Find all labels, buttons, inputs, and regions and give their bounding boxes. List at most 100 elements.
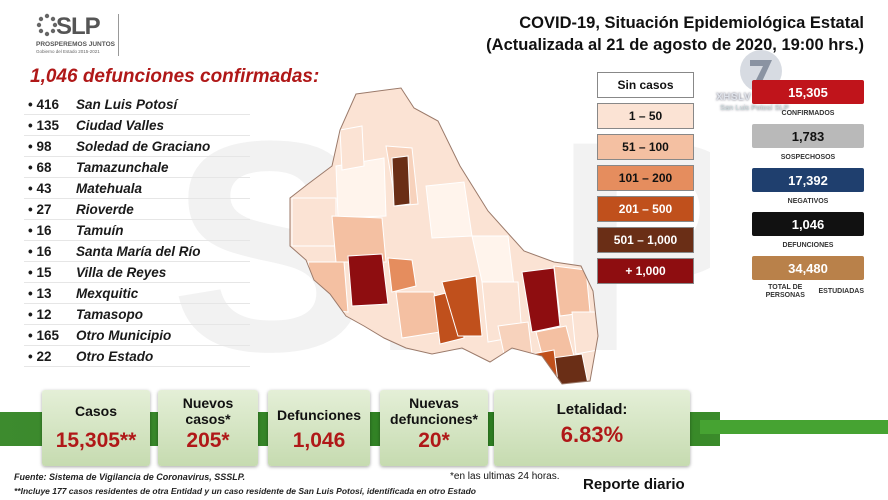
map-region-charcas	[331, 215, 387, 263]
state-map	[289, 87, 599, 385]
map-region-mexquitic	[347, 253, 389, 307]
title-line-1: COVID-19, Situación Epidemiológica Estat…	[519, 14, 864, 32]
studied-label-line-2: ESTUDIADAS	[818, 288, 864, 295]
deaths-card-value: 1,046	[292, 429, 346, 452]
death-count: • 416	[28, 96, 60, 112]
page-title: COVID-19, Situación Epidemiológica Estat…	[486, 12, 864, 56]
band-tail	[700, 420, 888, 434]
municipality-name: Otro Estado	[76, 348, 154, 364]
confirmed-label: CONFIRMADOS	[781, 110, 835, 117]
lethality-label: Letalidad:	[556, 401, 628, 418]
legend-item: 501 – 1,000	[597, 227, 694, 253]
deaths-label: DEFUNCIONES	[782, 242, 834, 249]
death-count: • 12	[28, 306, 52, 322]
map-region-north-brown	[391, 155, 411, 207]
stats-panel: 15,305 CONFIRMADOS 1,783 SOSPECHOSOS 17,…	[752, 80, 864, 304]
source-note: Fuente: Sistema de Vigilancia de Coronav…	[14, 472, 246, 482]
new-deaths-label-1: Nuevas	[409, 395, 459, 411]
channel-name: XHSLV - TDT	[716, 92, 783, 103]
death-count: • 16	[28, 222, 52, 238]
municipality-name: Mexquitic	[76, 285, 139, 301]
logo-subtitle: Gobierno del Estado 2015-2021	[36, 49, 100, 54]
logo-tagline: PROSPEREMOS JUNTOS	[36, 41, 115, 48]
map-region-villa-reyes	[395, 291, 441, 339]
legend-item: 1 – 50	[597, 103, 694, 129]
lethality-value: 6.83%	[560, 422, 624, 447]
municipality-name: Tamuín	[76, 222, 124, 238]
municipality-name: Ciudad Valles	[76, 117, 165, 133]
new-cases-label-1: Nuevos	[182, 395, 234, 411]
death-count: • 15	[28, 264, 52, 280]
municipality-name: Matehuala	[76, 180, 143, 196]
list-item: • 15 Villa de Reyes	[24, 262, 250, 283]
confirmed-value: 15,305	[752, 80, 864, 104]
studied-value: 34,480	[752, 256, 864, 280]
death-count: • 27	[28, 201, 52, 217]
new-deaths-value: 20*	[418, 429, 450, 452]
map-region-cedral	[425, 181, 473, 239]
negative-value: 17,392	[752, 168, 864, 192]
studied-label: TOTAL DE PERSONAS ESTUDIADAS	[752, 280, 864, 304]
municipality-name: Otro Municipio	[76, 327, 172, 343]
new-cases-card: Nuevos casos* 205*	[158, 390, 258, 466]
cases-card: Casos 15,305**	[42, 390, 150, 466]
cases-value: 15,305**	[55, 429, 137, 452]
map-region-huasteca-north	[571, 311, 598, 355]
daily-report-label: Reporte diario	[583, 476, 685, 493]
list-item: • 135 Ciudad Valles	[24, 115, 250, 136]
channel-location: San Luis Potosí SLP	[720, 103, 789, 112]
new-cases-value: 205*	[186, 429, 230, 452]
list-item: • 16 Santa María del Río	[24, 241, 250, 262]
death-count: • 165	[28, 327, 60, 343]
suspected-label: SOSPECHOSOS	[780, 154, 836, 161]
slp-logo: SLP PROSPEREMOS JUNTOS Gobierno del Esta…	[34, 12, 124, 62]
slp-emblem-icon	[36, 13, 58, 37]
list-item: • 27 Rioverde	[24, 199, 250, 220]
deaths-card: Defunciones 1,046	[268, 390, 370, 466]
new-cases-label-2: casos*	[185, 411, 231, 427]
lethality-card: Letalidad: 6.83%	[494, 390, 690, 466]
municipality-name: Soledad de Graciano	[76, 138, 211, 154]
legend-item: 51 – 100	[597, 134, 694, 160]
list-item: • 22 Otro Estado	[24, 346, 250, 367]
municipality-name: Villa de Reyes	[76, 264, 167, 280]
cases-label: Casos	[74, 403, 118, 419]
death-count: • 43	[28, 180, 52, 196]
list-item: • 43 Matehuala	[24, 178, 250, 199]
deaths-value: 1,046	[752, 212, 864, 236]
death-count: • 16	[28, 243, 52, 259]
list-item: • 98 Soledad de Graciano	[24, 136, 250, 157]
list-item: • 13 Mexquitic	[24, 283, 250, 304]
death-count: • 22	[28, 348, 52, 364]
map-region-rioverde	[441, 275, 483, 337]
map-region-venado	[335, 157, 387, 219]
map-region-real	[291, 197, 337, 247]
suspected-value: 1,783	[752, 124, 864, 148]
map-legend: Sin casos 1 – 50 51 – 100 101 – 200 201 – 50…	[597, 72, 694, 289]
logo-text: SLP	[56, 13, 101, 40]
deaths-title: 1,046 defunciones confirmadas:	[30, 66, 320, 87]
municipality-name: Santa María del Río	[76, 243, 201, 259]
map-region-west-strip	[339, 125, 365, 171]
map-region-tamazunchale	[551, 353, 589, 384]
logo-divider	[118, 14, 119, 56]
map-region-ciudad-valles	[521, 267, 561, 333]
legend-item: Sin casos	[597, 72, 694, 98]
summary-band: Casos 15,305** Nuevos casos* 205* Defunc…	[0, 390, 888, 466]
legend-item: 101 – 200	[597, 165, 694, 191]
deaths-card-label: Defunciones	[276, 407, 361, 423]
title-line-2: (Actualizada al 21 de agosto de 2020, 19…	[486, 36, 864, 54]
death-count: • 135	[28, 117, 60, 133]
negative-label: NEGATIVOS	[787, 198, 829, 205]
map-region-slp-capital	[387, 257, 417, 293]
municipality-name: Rioverde	[76, 201, 134, 217]
legend-item: 201 – 500	[597, 196, 694, 222]
deaths-list: • 416 San Luis Potosí • 135 Ciudad Valles • …	[24, 94, 250, 367]
last-24h-note: *en las ultimas 24 horas.	[450, 471, 560, 482]
list-item: • 416 San Luis Potosí	[24, 94, 250, 115]
cases-note: **Incluye 177 casos residentes de otra E…	[14, 486, 476, 496]
municipality-name: San Luis Potosí	[76, 96, 178, 112]
map-region-salinas	[307, 261, 349, 313]
list-item: • 165 Otro Municipio	[24, 325, 250, 346]
death-count: • 98	[28, 138, 52, 154]
